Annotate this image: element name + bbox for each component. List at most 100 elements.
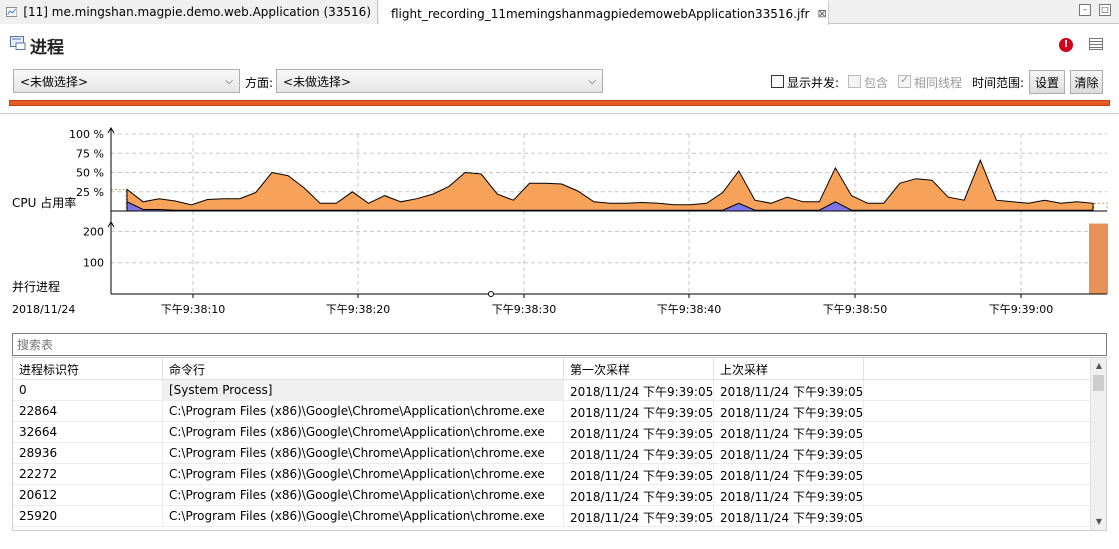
- pid-cell: 25920: [13, 506, 163, 526]
- empty-cell: [864, 401, 1091, 421]
- x-tick-label: 下午9:38:30: [492, 303, 556, 316]
- pid-cell: 22272: [13, 464, 163, 484]
- y-axis-arrow-icon: [107, 221, 115, 228]
- pid-cell: 22864: [13, 401, 163, 421]
- maximize-icon[interactable]: □: [1099, 4, 1111, 16]
- column-label: 命令行: [169, 363, 206, 377]
- tab-jvm-application[interactable]: [11] me.mingshan.magpie.demo.web.Applica…: [0, 0, 378, 24]
- y-axis-arrow-icon: [107, 127, 115, 134]
- empty-cell: [864, 380, 1091, 400]
- column-header-last-sample[interactable]: 上次采样: [714, 358, 864, 380]
- page-header: 进程 ! <未做选择> ⌵ 方面: <未做选择> ⌵ 显示并发: 包含 相同线程…: [0, 25, 1119, 111]
- aspect-select[interactable]: <未做选择> ⌵: [276, 69, 603, 93]
- x-tick-label: 下午9:38:50: [823, 303, 887, 316]
- close-icon[interactable]: ⊠: [817, 7, 827, 20]
- scroll-up-icon[interactable]: ▲: [1095, 361, 1103, 370]
- scroll-down-icon[interactable]: ▼: [1095, 517, 1103, 526]
- search-input[interactable]: [12, 333, 1107, 356]
- first-sample-cell: 2018/11/24 下午9:39:05: [564, 464, 714, 484]
- column-header-pid[interactable]: 进程标识符: [13, 358, 163, 380]
- error-icon[interactable]: !: [1059, 38, 1073, 52]
- jvm-chart-icon: [6, 7, 18, 17]
- cpu-axis-label: CPU 占用率: [12, 195, 76, 210]
- minimize-icon[interactable]: –: [1079, 4, 1091, 16]
- parallel-process-bar: [1089, 223, 1108, 294]
- x-start-date-label: 2018/11/24: [12, 303, 75, 316]
- column-header-command[interactable]: ⌃ 命令行: [163, 358, 564, 380]
- table-row[interactable]: 28936 C:\Program Files (x86)\Google\Chrom…: [13, 443, 1091, 464]
- command-cell: C:\Program Files (x86)\Google\Chrome\App…: [163, 506, 564, 526]
- x-tick-label: 下午9:38:20: [326, 303, 390, 316]
- time-range-bar[interactable]: [9, 100, 1110, 106]
- pid-cell: 28936: [13, 443, 163, 463]
- table-row[interactable]: 32664 C:\Program Files (x86)\Google\Chrom…: [13, 422, 1091, 443]
- same-thread-label: 相同线程: [914, 76, 963, 90]
- include-label: 包含: [864, 76, 889, 90]
- process-icon: [10, 36, 26, 50]
- tab-label: [11] me.mingshan.magpie.demo.web.Applica…: [23, 5, 371, 19]
- table-row[interactable]: 0 [System Process] 2018/11/24 下午9:39:05 201…: [13, 380, 1091, 401]
- command-cell: C:\Program Files (x86)\Google\Chrome\App…: [163, 422, 564, 442]
- clear-button[interactable]: 清除: [1070, 70, 1103, 94]
- empty-cell: [864, 422, 1091, 442]
- filter-select-value: <未做选择>: [20, 74, 89, 89]
- cpu-y-tick-label: 75 %: [76, 147, 104, 160]
- cpu-chart-panel: 100 % 75 % 50 % 25 % CPU 占用率 200 100 并行进程 2018/1…: [0, 113, 1119, 325]
- first-sample-cell: 2018/11/24 下午9:39:05: [564, 422, 714, 442]
- parallel-y-tick-label: 200: [83, 225, 104, 238]
- empty-cell: [864, 485, 1091, 505]
- x-tick-label: 下午9:38:40: [657, 303, 721, 316]
- scroll-thumb[interactable]: [1093, 375, 1104, 391]
- same-thread-checkbox[interactable]: [898, 73, 911, 88]
- time-marker-icon: [488, 291, 494, 297]
- last-sample-cell: 2018/11/24 下午9:39:05: [714, 401, 864, 421]
- last-sample-cell: 2018/11/24 下午9:39:05: [714, 380, 864, 400]
- cpu-area-series-2: [126, 201, 1094, 212]
- pid-cell: 0: [13, 380, 163, 400]
- vertical-scrollbar[interactable]: ▲ ▼: [1090, 358, 1106, 530]
- x-tick-label: 下午9:38:10: [161, 303, 225, 316]
- first-sample-cell: 2018/11/24 下午9:39:05: [564, 401, 714, 421]
- first-sample-cell: 2018/11/24 下午9:39:05: [564, 443, 714, 463]
- time-range-label: 时间范围:: [972, 76, 1025, 90]
- chevron-down-icon: ⌵: [225, 76, 233, 87]
- cpu-y-tick-label: 100 %: [69, 128, 104, 141]
- command-cell: [System Process]: [163, 380, 564, 400]
- cpu-y-tick-label: 25 %: [76, 186, 104, 199]
- tab-flight-recording[interactable]: flight_recording_11memingshanmagpiedemow…: [379, 0, 829, 25]
- tab-label: flight_recording_11memingshanmagpiedemow…: [391, 6, 810, 21]
- hatched-edge-left: [110, 188, 127, 212]
- first-sample-cell: 2018/11/24 下午9:39:05: [564, 506, 714, 526]
- parallel-y-tick-label: 100: [83, 257, 104, 270]
- command-cell: C:\Program Files (x86)\Google\Chrome\App…: [163, 443, 564, 463]
- command-cell: C:\Program Files (x86)\Google\Chrome\App…: [163, 401, 564, 421]
- process-chart[interactable]: 100 % 75 % 50 % 25 %CPU 占用率 200 100 并行进程 2018/1…: [0, 114, 1119, 326]
- last-sample-cell: 2018/11/24 下午9:39:05: [714, 464, 864, 484]
- last-sample-cell: 2018/11/24 下午9:39:05: [714, 422, 864, 442]
- first-sample-cell: 2018/11/24 下午9:39:05: [564, 380, 714, 400]
- x-tick-label: 下午9:39:00: [989, 303, 1053, 316]
- cpu-y-tick-label: 50 %: [76, 167, 104, 180]
- table-header: 进程标识符 ⌃ 命令行 第一次采样 上次采样: [13, 358, 1091, 380]
- cpu-area-series: [126, 158, 1094, 212]
- editor-tab-bar: [11] me.mingshan.magpie.demo.web.Applica…: [0, 0, 1119, 25]
- command-cell: C:\Program Files (x86)\Google\Chrome\App…: [163, 464, 564, 484]
- table-row[interactable]: 25920 C:\Program Files (x86)\Google\Chrom…: [13, 506, 1091, 527]
- chevron-down-icon: ⌵: [588, 76, 596, 87]
- command-cell: C:\Program Files (x86)\Google\Chrome\App…: [163, 485, 564, 505]
- column-header-first-sample[interactable]: 第一次采样: [564, 358, 714, 380]
- column-header-empty[interactable]: [864, 358, 1091, 380]
- empty-cell: [864, 506, 1091, 526]
- settings-button[interactable]: 设置: [1029, 70, 1065, 94]
- first-sample-cell: 2018/11/24 下午9:39:05: [564, 485, 714, 505]
- table-row[interactable]: 22272 C:\Program Files (x86)\Google\Chrom…: [13, 464, 1091, 485]
- empty-cell: [864, 464, 1091, 484]
- show-concurrent-checkbox[interactable]: [771, 75, 784, 88]
- hatched-edge-right: [1093, 202, 1108, 212]
- filter-select[interactable]: <未做选择> ⌵: [13, 69, 240, 93]
- table-row[interactable]: 20612 C:\Program Files (x86)\Google\Chrom…: [13, 485, 1091, 506]
- view-menu-icon[interactable]: [1089, 38, 1103, 50]
- table-row[interactable]: 22864 C:\Program Files (x86)\Google\Chrom…: [13, 401, 1091, 422]
- show-concurrent-label: 显示并发:: [787, 76, 840, 90]
- include-checkbox[interactable]: [848, 75, 861, 88]
